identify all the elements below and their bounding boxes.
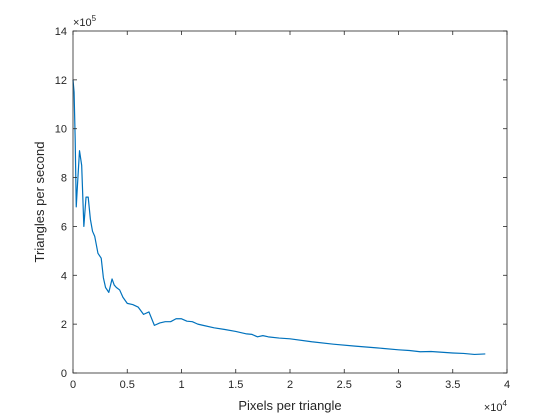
x-tick-label: 0 bbox=[70, 379, 76, 391]
x-tick-label: 1 bbox=[178, 379, 184, 391]
y-tick-label: 6 bbox=[61, 221, 67, 233]
y-exponent-base: ×10 bbox=[73, 17, 92, 29]
x-tick-label: 4 bbox=[504, 379, 510, 391]
x-tick-label: 3 bbox=[395, 379, 401, 391]
x-tick-label: 1.5 bbox=[228, 379, 243, 391]
plot-area bbox=[73, 31, 507, 373]
series-layer bbox=[72, 79, 486, 356]
y-tick-label: 10 bbox=[55, 124, 67, 136]
y-tick-label: 2 bbox=[61, 319, 67, 331]
x-tick-label: 0.5 bbox=[120, 379, 135, 391]
y-tick-label: 14 bbox=[55, 26, 67, 38]
x-tick-label: 3.5 bbox=[445, 379, 460, 391]
series-line-0 bbox=[72, 79, 486, 356]
x-exponent-base: ×10 bbox=[484, 402, 503, 414]
x-tick-label: 2 bbox=[287, 379, 293, 391]
y-tick-label: 4 bbox=[61, 270, 67, 282]
y-axis-title: Triangles per second bbox=[32, 142, 47, 263]
y-tick-label: 0 bbox=[61, 368, 67, 380]
x-exponent-power: 4 bbox=[503, 399, 508, 408]
x-axis-title: Pixels per triangle bbox=[238, 398, 341, 413]
y-tick-label: 12 bbox=[55, 75, 67, 87]
tick-layer: 0 0.5 1 1.5 2 2.5 3 3.5 4 0 2 4 6 8 10 12 14 bbox=[55, 26, 510, 391]
x-axis-exponent: ×104 bbox=[484, 399, 508, 414]
x-tick-label: 2.5 bbox=[337, 379, 352, 391]
y-tick-label: 8 bbox=[61, 173, 67, 185]
y-axis-exponent: ×105 bbox=[73, 14, 97, 29]
y-exponent-power: 5 bbox=[92, 14, 97, 23]
